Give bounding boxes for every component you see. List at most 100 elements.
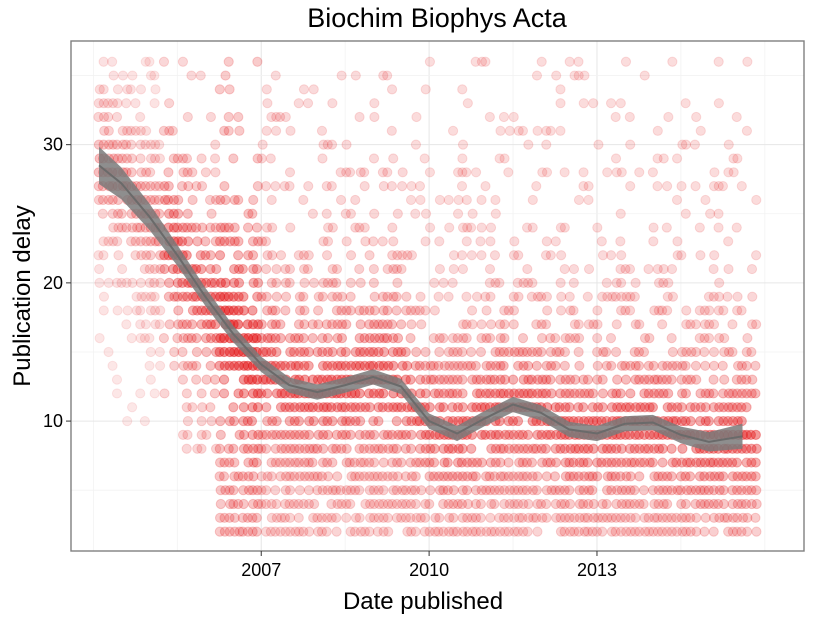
data-point: [653, 443, 665, 454]
data-point: [662, 181, 673, 192]
data-point: [415, 512, 426, 523]
data-point: [159, 194, 171, 206]
data-point: [103, 236, 114, 247]
data-point: [233, 291, 244, 302]
data-point: [462, 526, 473, 537]
data-point: [700, 388, 711, 399]
data-point: [605, 98, 617, 109]
data-point: [606, 402, 618, 413]
data-point: [354, 512, 365, 523]
data-point: [420, 236, 431, 247]
data-point: [499, 319, 510, 330]
data-point: [531, 485, 542, 496]
data-point: [434, 194, 446, 206]
data-point: [541, 139, 552, 150]
data-point: [127, 222, 138, 233]
data-point: [596, 457, 607, 468]
data-point: [648, 236, 659, 247]
data-point: [229, 236, 240, 247]
data-point: [209, 374, 221, 385]
data-point: [592, 457, 603, 468]
data-point: [265, 333, 277, 344]
data-point: [521, 222, 533, 233]
data-point: [667, 346, 678, 358]
data-point: [718, 471, 729, 482]
data-point: [709, 167, 720, 178]
data-point: [386, 181, 397, 192]
data-point: [722, 291, 733, 302]
data-point: [564, 388, 575, 399]
data-point: [508, 291, 519, 302]
data-point: [214, 457, 226, 468]
data-point: [439, 457, 450, 468]
data-point: [121, 319, 132, 330]
data-point: [336, 360, 347, 371]
data-point: [111, 277, 123, 288]
data-point: [369, 457, 380, 468]
data-point: [731, 374, 742, 385]
data-point: [564, 56, 575, 67]
data-point: [247, 305, 258, 316]
data-point: [238, 402, 249, 413]
data-point: [219, 526, 230, 537]
data-point: [98, 236, 109, 247]
data-point: [229, 194, 240, 206]
data-point: [270, 526, 281, 537]
data-point: [438, 333, 449, 344]
data-point: [196, 415, 207, 427]
data-point: [606, 526, 617, 537]
data-point: [634, 167, 645, 178]
data-point: [345, 305, 356, 316]
data-point: [666, 443, 677, 454]
data-point: [526, 457, 538, 468]
data-point: [564, 402, 575, 413]
data-point: [672, 236, 683, 247]
data-point: [355, 415, 366, 427]
data-point: [299, 305, 310, 316]
data-point: [355, 526, 366, 537]
data-point: [163, 194, 174, 206]
data-point: [583, 319, 594, 330]
data-point: [462, 98, 473, 109]
data-point: [587, 402, 598, 413]
data-point: [718, 485, 729, 496]
data-point: [639, 333, 651, 344]
data-point: [499, 526, 510, 537]
data-point: [606, 485, 617, 496]
y-tick-label: 20: [43, 273, 63, 293]
data-point: [312, 374, 324, 385]
data-point: [592, 471, 603, 482]
data-point: [583, 181, 594, 192]
data-point: [108, 222, 119, 233]
data-point: [294, 346, 306, 358]
data-point: [731, 526, 743, 537]
data-point: [397, 167, 408, 178]
data-point: [321, 181, 332, 192]
data-point: [676, 181, 687, 192]
data-point: [410, 208, 421, 219]
data-point: [666, 512, 677, 523]
data-point: [387, 498, 398, 510]
data-point: [98, 111, 110, 123]
data-point: [610, 153, 622, 164]
data-point: [117, 263, 128, 275]
data-point: [573, 194, 585, 206]
data-point: [99, 125, 110, 136]
data-point: [411, 346, 422, 358]
data-point: [154, 346, 165, 358]
data-point: [341, 485, 352, 496]
data-point: [215, 485, 226, 496]
data-point: [713, 305, 724, 316]
data-point: [484, 333, 496, 344]
data-point: [485, 429, 496, 441]
data-point: [633, 360, 645, 371]
data-point: [424, 429, 435, 441]
data-point: [703, 415, 714, 427]
data-point: [414, 457, 426, 468]
data-point: [364, 443, 375, 454]
data-point: [429, 388, 440, 399]
data-point: [238, 443, 250, 454]
data-point: [113, 222, 124, 233]
data-point: [201, 429, 212, 441]
data-point: [677, 388, 688, 399]
